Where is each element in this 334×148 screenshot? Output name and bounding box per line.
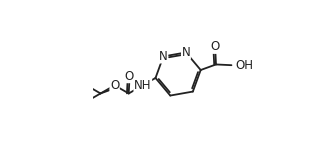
Text: O: O — [110, 79, 119, 92]
Text: OH: OH — [235, 59, 253, 72]
Text: N: N — [159, 50, 168, 63]
Text: N: N — [182, 46, 190, 59]
Text: O: O — [125, 70, 134, 83]
Text: NH: NH — [134, 79, 152, 92]
Text: O: O — [211, 40, 220, 53]
